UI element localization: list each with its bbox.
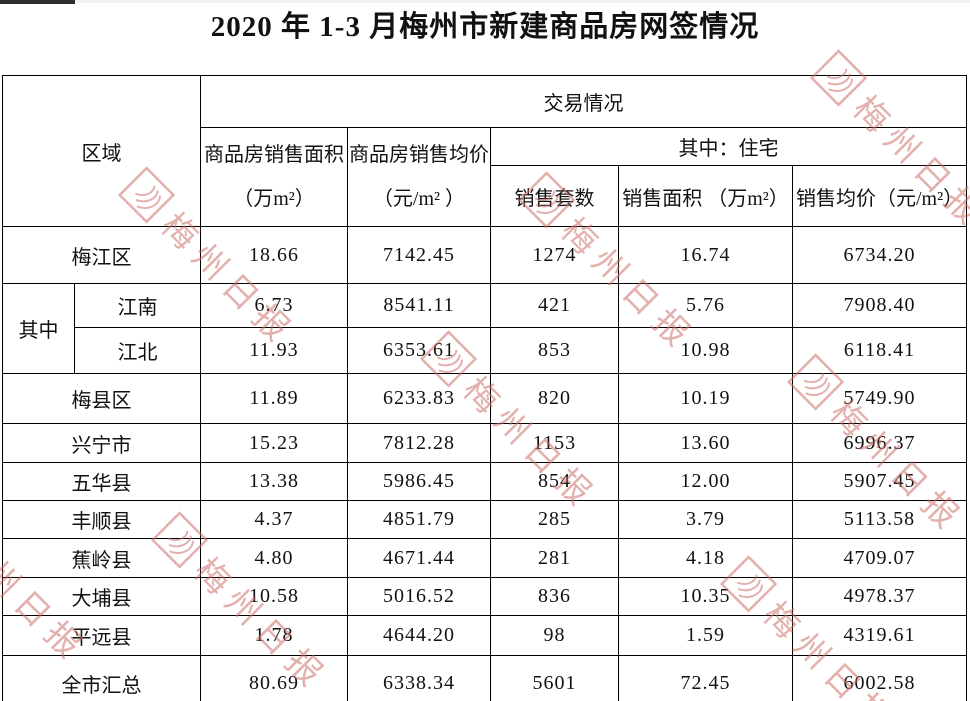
header-row-2: 商品房销售面积（万m²） 商品房销售均价（元/m² ） 其中：住宅 [3, 127, 968, 227]
region-cell: 蕉岭县 [2, 538, 201, 578]
table-row: 大埔县 10.58 5016.52 836 10.35 4978.37 [2, 577, 968, 616]
value-cell: 6996.37 [791, 423, 968, 463]
value-cell: 5601 [490, 655, 619, 701]
value-cell: 5986.45 [347, 462, 491, 501]
value-cell: 15.23 [200, 423, 348, 463]
value-cell: 4644.20 [347, 615, 491, 656]
value-cell: 7142.45 [347, 226, 491, 284]
value-cell: 3.79 [618, 500, 793, 539]
header-units-sold: 销售套数 [490, 165, 619, 227]
value-cell: 836 [490, 577, 619, 616]
region-cell: 大埔县 [2, 577, 201, 616]
value-cell: 11.89 [200, 373, 348, 424]
table-row: 五华县 13.38 5986.45 854 12.00 5907.45 [2, 462, 968, 501]
value-cell: 16.74 [618, 226, 793, 284]
region-cell: 江北 [74, 327, 201, 374]
value-cell: 6002.58 [791, 655, 968, 701]
value-cell: 72.45 [618, 655, 793, 701]
header-res-avg-price: 销售均价（元/m²） [791, 165, 968, 227]
value-cell: 285 [490, 500, 619, 539]
header-region: 区域 [2, 75, 201, 227]
value-cell: 854 [490, 462, 619, 501]
value-cell: 7812.28 [347, 423, 491, 463]
value-cell: 6338.34 [347, 655, 491, 701]
header-sale-avg-price: 商品房销售均价（元/m² ） [347, 127, 491, 227]
value-cell: 7908.40 [791, 283, 968, 328]
region-cell: 江南 [74, 283, 201, 328]
page-title: 2020 年 1-3 月梅州市新建商品房网签情况 [210, 11, 760, 43]
horizontal-scrollbar-track[interactable] [0, 0, 970, 3]
value-cell: 853 [490, 327, 619, 374]
value-cell: 4.18 [618, 538, 793, 578]
table-row: 兴宁市 15.23 7812.28 1153 13.60 6996.37 [2, 423, 968, 463]
table-row: 全市汇总 80.69 6338.34 5601 72.45 6002.58 [2, 655, 968, 701]
value-cell: 18.66 [200, 226, 348, 284]
value-cell: 10.19 [618, 373, 793, 424]
table-row: 丰顺县 4.37 4851.79 285 3.79 5113.58 [2, 500, 968, 539]
header-sale-area: 商品房销售面积（万m²） [200, 127, 348, 227]
value-cell: 5113.58 [791, 500, 968, 539]
value-cell: 4851.79 [347, 500, 491, 539]
value-cell: 1274 [490, 226, 619, 284]
value-cell: 80.69 [200, 655, 348, 701]
table-row: 梅县区 11.89 6233.83 820 10.19 5749.90 [2, 373, 968, 424]
value-cell: 820 [490, 373, 619, 424]
value-cell: 4709.07 [791, 538, 968, 578]
region-cell: 平远县 [2, 615, 201, 656]
value-cell: 6734.20 [791, 226, 968, 284]
value-cell: 5.76 [618, 283, 793, 328]
value-cell: 6353.61 [347, 327, 491, 374]
region-cell: 全市汇总 [2, 655, 201, 701]
value-cell: 6233.83 [347, 373, 491, 424]
horizontal-scrollbar-thumb[interactable] [0, 0, 75, 4]
table-row: 江北 11.93 6353.61 853 10.98 6118.41 [3, 327, 968, 374]
value-cell: 4319.61 [791, 615, 968, 656]
table-row: 其中 江南 6.73 8541.11 421 5.76 7908.40 [2, 283, 968, 374]
value-cell: 10.98 [618, 327, 793, 374]
value-cell: 6.73 [200, 283, 348, 328]
value-cell: 10.58 [200, 577, 348, 616]
value-cell: 421 [490, 283, 619, 328]
value-cell: 5016.52 [347, 577, 491, 616]
region-cell: 五华县 [2, 462, 201, 501]
value-cell: 13.60 [618, 423, 793, 463]
header-row-1: 区域 交易情况 [2, 75, 968, 227]
region-cell: 丰顺县 [2, 500, 201, 539]
table-row: 平远县 1.78 4644.20 98 1.59 4319.61 [2, 615, 968, 656]
region-cell: 梅江区 [2, 226, 201, 284]
value-cell: 4.80 [200, 538, 348, 578]
value-cell: 98 [490, 615, 619, 656]
subgroup-cell: 其中 [2, 283, 75, 374]
housing-sign-table: 区域 交易情况 商品房销售面积（万m²） 商品房销售均价（元/m² ） 其中：住… [2, 75, 968, 701]
header-transaction: 交易情况 [199, 75, 968, 128]
value-cell: 6118.41 [791, 327, 968, 374]
value-cell: 4671.44 [347, 538, 491, 578]
value-cell: 4978.37 [791, 577, 968, 616]
header-residential-group: 其中：住宅 [489, 127, 968, 166]
value-cell: 11.93 [200, 327, 348, 374]
value-cell: 12.00 [618, 462, 793, 501]
value-cell: 281 [490, 538, 619, 578]
table-row: 蕉岭县 4.80 4671.44 281 4.18 4709.07 [2, 538, 968, 578]
value-cell: 8541.11 [347, 283, 491, 328]
value-cell: 1.59 [618, 615, 793, 656]
region-cell: 兴宁市 [2, 423, 201, 463]
value-cell: 1153 [490, 423, 619, 463]
value-cell: 10.35 [618, 577, 793, 616]
value-cell: 4.37 [200, 500, 348, 539]
value-cell: 5907.45 [791, 462, 968, 501]
header-res-sale-area: 销售面积 （万m²） [618, 165, 793, 227]
region-cell: 梅县区 [2, 373, 201, 424]
value-cell: 13.38 [200, 462, 348, 501]
table-row: 梅江区 18.66 7142.45 1274 16.74 6734.20 [2, 226, 968, 284]
value-cell: 5749.90 [791, 373, 968, 424]
value-cell: 1.78 [200, 615, 348, 656]
